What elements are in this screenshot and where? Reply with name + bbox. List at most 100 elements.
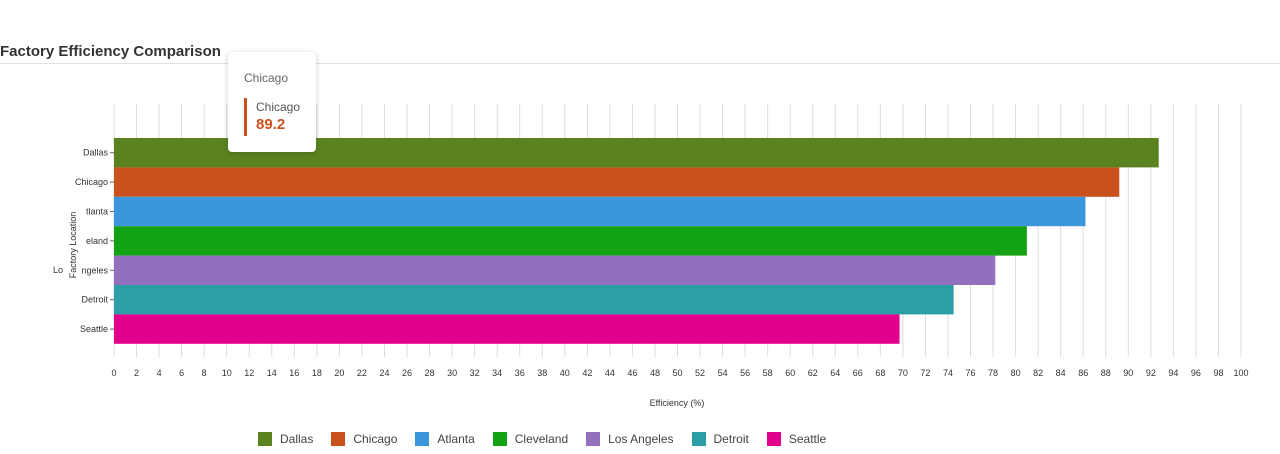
x-tick-label: 82 (1033, 368, 1043, 378)
bars (114, 138, 1159, 344)
tooltip-series-marker (244, 98, 247, 136)
y-tick-label: Seattle (80, 324, 108, 334)
legend-swatch (586, 432, 601, 446)
y-tick-label: Detroit (81, 295, 108, 305)
bar-chart: 0 2 4 6 8 10 12 14 16 18 20 22 24 26 28 30 32 34 36 38 40 42 4… (53, 104, 1249, 408)
legend-swatch (258, 432, 272, 446)
legend-swatch (691, 432, 706, 446)
legend-label: Detroit (713, 432, 749, 446)
y-tick-label: eland (86, 236, 108, 246)
legend-swatch (331, 432, 346, 446)
x-tick-label: 54 (718, 368, 728, 378)
legend-item-seattle[interactable]: Seattle (766, 432, 827, 446)
x-tick-label: 46 (627, 368, 637, 378)
x-tick-label: 66 (853, 368, 863, 378)
x-tick-label: 80 (1011, 368, 1021, 378)
x-tick-label: 2 (134, 368, 139, 378)
legend-swatch (492, 432, 507, 446)
x-tick-label: 42 (582, 368, 592, 378)
x-tick-label: 10 (222, 368, 232, 378)
x-tick-label: 14 (267, 368, 277, 378)
x-tick-label: 74 (943, 368, 953, 378)
x-tick-label: 30 (447, 368, 457, 378)
x-tick-label: 100 (1233, 368, 1248, 378)
x-axis-ticks: 0 2 4 6 8 10 12 14 16 18 20 22 24 26 28 30 32 34 36 38 40 42 4… (111, 368, 1248, 378)
legend-swatch (766, 432, 781, 446)
x-tick-label: 16 (289, 368, 299, 378)
legend-item-chicago[interactable]: Chicago (331, 432, 397, 446)
x-tick-label: 76 (966, 368, 976, 378)
legend-label: Los Angeles (608, 432, 674, 446)
x-tick-label: 28 (425, 368, 435, 378)
legend-item-detroit[interactable]: Detroit (691, 432, 749, 446)
x-tick-label: 50 (672, 368, 682, 378)
x-tick-label: 0 (111, 368, 116, 378)
legend-label: Atlanta (437, 432, 475, 446)
x-tick-label: 24 (379, 368, 389, 378)
y-axis-ticks: Dallas Chicago tlanta eland ngeles Detroit Sea… (53, 148, 114, 334)
chart-legend: Dallas Chicago Atlanta Cleveland Los Angeles… (258, 430, 844, 448)
x-tick-label: 96 (1191, 368, 1201, 378)
x-tick-label: 84 (1056, 368, 1066, 378)
x-tick-label: 62 (808, 368, 818, 378)
x-tick-label: 4 (157, 368, 162, 378)
x-tick-label: 38 (537, 368, 547, 378)
legend-label: Cleveland (514, 432, 569, 446)
y-tick-label: Dallas (83, 148, 109, 158)
x-tick-label: 32 (470, 368, 480, 378)
y-tick-label: Chicago (75, 177, 108, 187)
chart-tooltip: Chicago Chicago 89.2 (228, 52, 316, 152)
y-tick-label-overflow: Lo (53, 265, 63, 275)
legend-label: Seattle (788, 432, 827, 446)
tooltip-series-name: Chicago (256, 100, 301, 114)
y-axis-label: Factory Location (68, 212, 78, 279)
legend-item-cleveland[interactable]: Cleveland (492, 432, 569, 446)
x-tick-label: 90 (1123, 368, 1133, 378)
x-tick-label: 12 (244, 368, 254, 378)
x-tick-label: 92 (1146, 368, 1156, 378)
tooltip-value: 89.2 (256, 116, 286, 133)
x-tick-label: 78 (988, 368, 998, 378)
x-tick-label: 8 (202, 368, 207, 378)
x-tick-label: 56 (740, 368, 750, 378)
x-tick-label: 94 (1168, 368, 1178, 378)
x-tick-label: 72 (920, 368, 930, 378)
chart-title: Factory Efficiency Comparison (0, 43, 221, 60)
y-tick-label: tlanta (86, 207, 108, 217)
x-tick-label: 18 (312, 368, 322, 378)
x-tick-label: 26 (402, 368, 412, 378)
x-tick-label: 34 (492, 368, 502, 378)
x-tick-label: 86 (1078, 368, 1088, 378)
x-tick-label: 88 (1101, 368, 1111, 378)
y-tick-label: ngeles (81, 265, 108, 275)
x-tick-label: 68 (875, 368, 885, 378)
x-tick-label: 58 (763, 368, 773, 378)
legend-item-dallas[interactable]: Dallas (258, 432, 313, 446)
tooltip-header: Chicago (244, 71, 289, 85)
bar-detroit[interactable] (114, 285, 954, 315)
legend-label: Chicago (353, 432, 398, 446)
bar-los-angeles[interactable] (114, 255, 996, 285)
x-tick-label: 22 (357, 368, 367, 378)
x-tick-label: 20 (334, 368, 344, 378)
legend-label: Dallas (280, 432, 314, 446)
legend-item-los-angeles[interactable]: Los Angeles (586, 432, 674, 446)
legend-swatch (415, 432, 430, 446)
x-tick-label: 6 (179, 368, 184, 378)
x-tick-label: 60 (785, 368, 795, 378)
x-tick-label: 64 (830, 368, 840, 378)
bar-seattle[interactable] (114, 314, 900, 344)
bar-cleveland[interactable] (114, 226, 1027, 256)
x-axis-label: Efficiency (%) (650, 398, 705, 408)
bar-chicago[interactable] (114, 167, 1120, 197)
x-tick-label: 70 (898, 368, 908, 378)
legend-item-atlanta[interactable]: Atlanta (415, 432, 475, 446)
bar-atlanta[interactable] (114, 196, 1086, 227)
x-tick-label: 48 (650, 368, 660, 378)
x-tick-label: 36 (515, 368, 525, 378)
x-tick-label: 40 (560, 368, 570, 378)
x-tick-label: 44 (605, 368, 615, 378)
x-tick-label: 52 (695, 368, 705, 378)
x-tick-label: 98 (1213, 368, 1223, 378)
title-divider (0, 63, 1280, 64)
